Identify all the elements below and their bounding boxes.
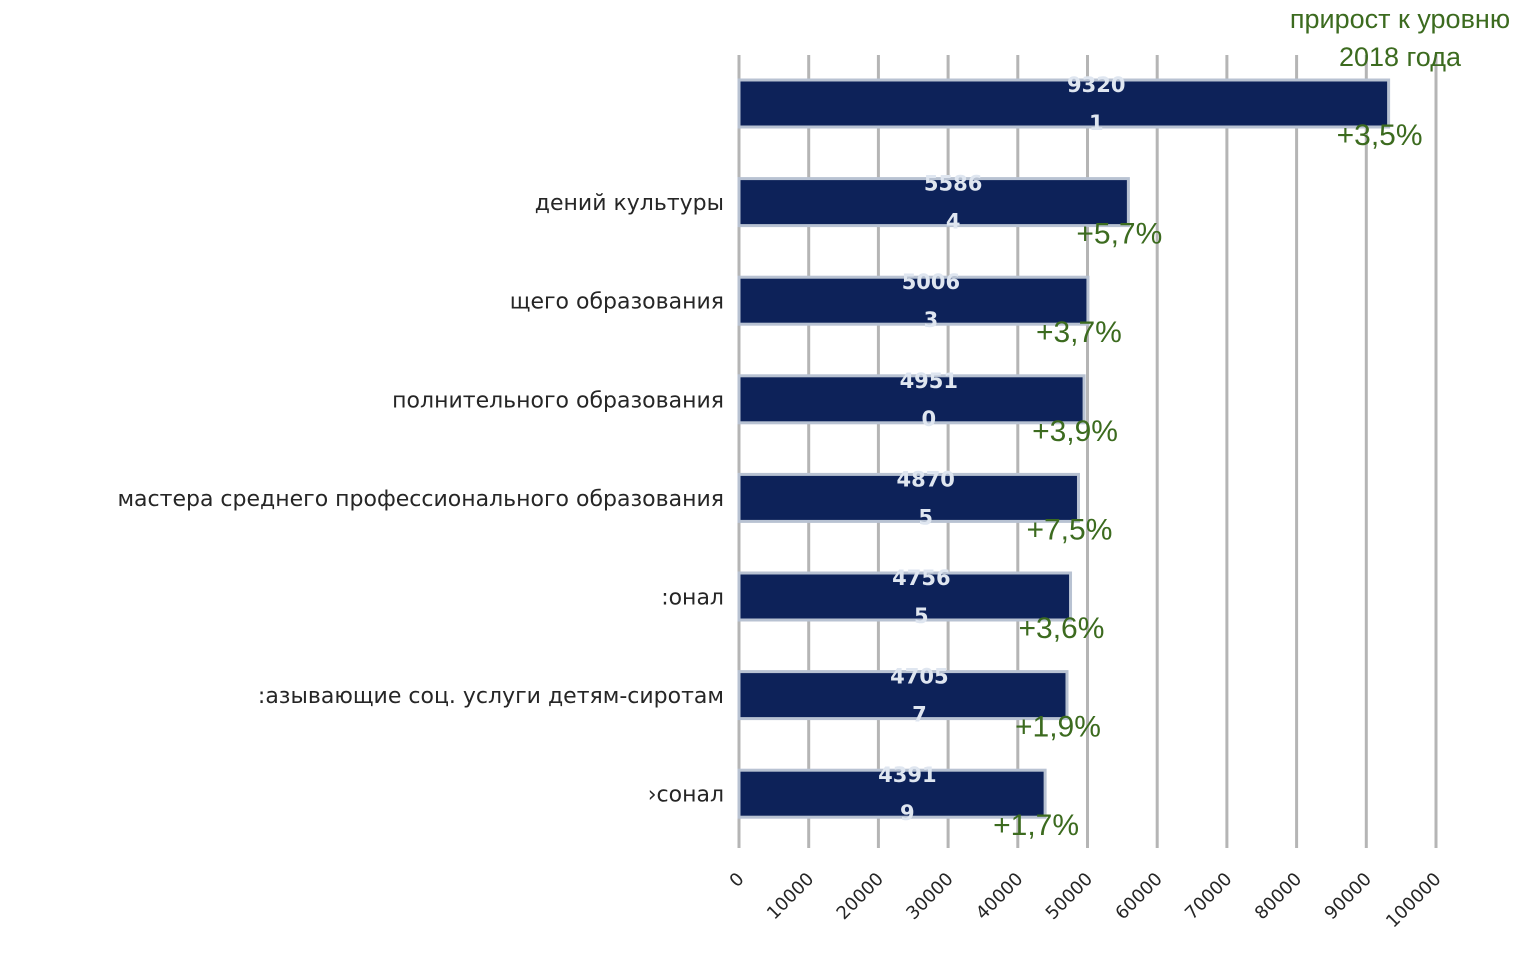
growth-label: +3,6%	[1019, 612, 1105, 645]
value-label: 4391 9	[878, 763, 936, 825]
x-tick-label: 70000	[1181, 869, 1236, 924]
bar	[737, 374, 1086, 425]
bar	[737, 670, 1069, 721]
x-tick-label: 80000	[1251, 869, 1306, 924]
bar	[737, 472, 1080, 523]
bar	[737, 768, 1047, 819]
growth-header-line: прирост к уровню	[1290, 4, 1510, 34]
x-tick-label: 100000	[1382, 869, 1445, 932]
category-label: дений культуры	[535, 191, 724, 216]
category-label: ›сонал	[648, 783, 724, 808]
x-tick-label: 30000	[902, 869, 957, 924]
value-label: 4705 7	[890, 665, 948, 727]
x-tick-label: 0	[726, 869, 749, 892]
category-label: полнительного образования	[392, 388, 724, 413]
category-label: щего образования	[510, 290, 724, 315]
category-label: :онал	[661, 586, 724, 611]
category-label: :азывающие соц. услуги детям-сиротам	[258, 684, 724, 709]
value-label-layer: 9320 1 5586 4 5006 3 4951 0 4870 5 4756 5 4705 7 4391 9	[878, 73, 1125, 825]
bar	[737, 275, 1090, 326]
x-tick-label-layer: 0 10000 20000 30000 40000 50000 60000 70000 8000…	[726, 869, 1446, 932]
growth-label: +3,9%	[1032, 415, 1118, 448]
value-label: 5586 4	[924, 172, 982, 234]
growth-label-layer: +3,5% +5,7% +3,7% +3,9% +7,5% +3,6% +1,9% +1,7%	[993, 119, 1422, 842]
x-tick-label: 50000	[1042, 869, 1097, 924]
x-tick-label: 40000	[972, 869, 1027, 924]
x-tick-label: 10000	[763, 869, 818, 924]
value-label: 4870 5	[896, 467, 954, 529]
x-tick-label: 60000	[1111, 869, 1166, 924]
growth-header-line: 2018 года	[1339, 42, 1462, 72]
growth-label: +1,9%	[1015, 711, 1101, 744]
x-tick-label: 20000	[833, 869, 888, 924]
growth-label: +1,7%	[993, 809, 1079, 842]
value-label: 9320 1	[1067, 73, 1125, 135]
value-label: 5006 3	[902, 270, 960, 332]
category-label-layer: дений культуры щего образования полнительн…	[117, 191, 724, 808]
bar	[737, 78, 1391, 129]
x-tick-label: 90000	[1320, 869, 1375, 924]
growth-label: +3,7%	[1036, 316, 1122, 349]
growth-header: прирост к уровню 2018 года	[1290, 4, 1510, 72]
bar-layer	[737, 78, 1391, 819]
growth-label: +7,5%	[1026, 513, 1112, 546]
growth-label: +5,7%	[1076, 218, 1162, 251]
category-label: мастера среднего профессионального образ…	[117, 487, 724, 512]
growth-label: +3,5%	[1337, 119, 1423, 152]
bar	[737, 177, 1130, 228]
value-label: 4951 0	[900, 369, 958, 431]
bar	[737, 571, 1073, 622]
value-label: 4756 5	[892, 566, 950, 628]
